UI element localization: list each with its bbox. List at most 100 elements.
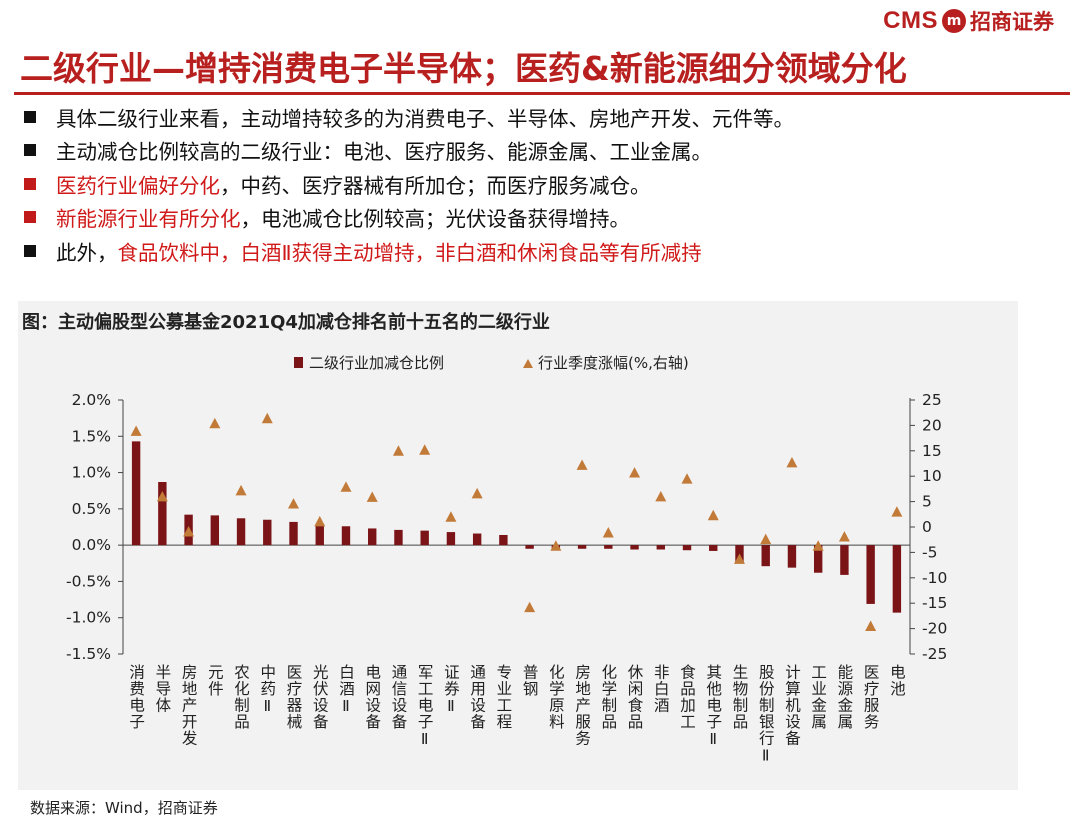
bar-元件 <box>210 515 220 546</box>
point-能源金属 <box>838 531 850 542</box>
bar-通用设备 <box>472 533 482 546</box>
bar-半导体 <box>158 482 167 546</box>
x-axis-category-label: 化学制品 <box>599 664 617 730</box>
right-axis-tick-label: 25 <box>922 391 942 409</box>
right-axis-tick-label: 15 <box>922 442 942 460</box>
right-axis-tick-label: -15 <box>922 594 947 612</box>
bar-普钢 <box>525 545 534 549</box>
bar-电网设备 <box>368 528 377 546</box>
x-axis-category-label: 生物制品 <box>730 664 748 730</box>
point-股份制银行Ⅱ <box>760 533 772 545</box>
x-axis-category-label: 普钢 <box>521 664 539 698</box>
right-axis-tick-label: -5 <box>922 543 937 561</box>
x-axis-category-label: 计算机设备 <box>783 664 801 747</box>
x-axis-category-label: 消费电子 <box>127 664 145 730</box>
x-axis-category-label: 电池 <box>888 664 906 697</box>
x-axis-category-label: 房地产开发 <box>180 664 198 747</box>
left-axis-tick-label: 1.0% <box>72 464 111 482</box>
slide-title: 二级行业—增持消费电子半导体；医药&新能源细分领域分化 <box>20 49 907 88</box>
legend-bar-swatch <box>294 357 303 368</box>
point-通信设备 <box>392 445 404 456</box>
x-axis-category-label: 通信设备 <box>389 664 407 730</box>
x-axis-category-label: 非白酒 <box>652 664 670 714</box>
bar-证券Ⅱ <box>446 532 456 546</box>
point-计算机设备 <box>786 456 798 468</box>
x-axis-category-label: 休闲食品 <box>626 664 644 730</box>
right-axis-tick-label: 0 <box>922 518 932 536</box>
bar-医疗器械 <box>289 521 298 546</box>
right-axis-tick-label: 20 <box>922 416 942 434</box>
bullet-square-icon <box>24 110 36 123</box>
bullet-text: 主动减仓比例较高的二级行业：电池、医疗服务、能源金属、工业金属。 <box>56 140 712 165</box>
x-axis-category-label: 其他电子Ⅱ <box>704 664 722 749</box>
bar-工业金属 <box>813 545 823 573</box>
bullet-square-icon <box>24 144 36 157</box>
x-axis-category-label: 光伏设备 <box>311 664 329 730</box>
point-半导体 <box>156 490 168 502</box>
point-光伏设备 <box>314 515 326 527</box>
right-axis-tick-label: -20 <box>922 620 947 638</box>
bar-中药Ⅱ <box>263 519 272 546</box>
bullet-text: ，中药、医疗器械有所加仓；而医疗服务减仓。 <box>220 173 651 198</box>
bar-化学制品 <box>604 545 613 549</box>
x-axis-category-label: 医疗服务 <box>862 664 880 730</box>
bar-股份制银行Ⅱ <box>761 545 770 567</box>
left-axis-tick-label: 1.5% <box>72 427 111 445</box>
logo-company-name: 招商证券 <box>970 10 1054 34</box>
left-axis-tick-label: 0.0% <box>72 536 111 554</box>
chart-title: 图：主动偏股型公募基金2021Q4加减仓排名前十五名的二级行业 <box>22 312 550 333</box>
x-axis-category-label: 工业金属 <box>809 664 827 730</box>
brand-logo: CMS m 招商证券 <box>883 6 1054 36</box>
left-axis-tick-label: -1.0% <box>66 609 111 627</box>
point-房地产服务 <box>576 459 588 470</box>
bullet-square-icon <box>24 211 36 224</box>
bar-非白酒 <box>656 545 665 550</box>
bullet-square-icon <box>24 177 36 190</box>
bar-休闲食品 <box>630 545 639 550</box>
point-元件 <box>209 417 221 429</box>
x-axis-category-label: 房地产服务 <box>573 664 591 747</box>
point-医疗器械 <box>288 498 300 509</box>
legend-triangle-swatch <box>523 359 533 368</box>
point-非白酒 <box>655 490 667 502</box>
bar-消费电子 <box>131 441 141 546</box>
point-电网设备 <box>366 491 378 502</box>
bullet-square-icon <box>24 244 36 257</box>
bar-通信设备 <box>394 529 403 546</box>
right-axis-tick-label: -25 <box>922 645 947 663</box>
point-军工电子Ⅱ <box>419 444 431 455</box>
bar-其他电子Ⅱ <box>709 545 718 551</box>
bullet-item: 医药行业偏好分化 ，中药、医疗器械有所加仓；而医疗服务减仓。 <box>24 167 1064 201</box>
bullet-item: 具体二级行业来看，主动增持较多的为消费电子、半导体、房地产开发、元件等。 <box>24 100 1064 134</box>
bar-医疗服务 <box>866 545 875 604</box>
bullet-item: 主动减仓比例较高的二级行业：电池、医疗服务、能源金属、工业金属。 <box>24 134 1064 168</box>
bar-专业工程 <box>499 534 508 546</box>
bar-计算机设备 <box>787 545 797 568</box>
x-axis-category-label: 元件 <box>206 664 224 697</box>
bar-农化制品 <box>236 518 246 546</box>
point-化学制品 <box>602 527 614 538</box>
point-证券Ⅱ <box>445 511 457 522</box>
x-axis-category-label: 能源金属 <box>835 664 853 730</box>
point-其他电子Ⅱ <box>707 509 719 521</box>
point-白酒Ⅱ <box>340 481 352 492</box>
x-axis-category-label: 半导体 <box>153 664 171 714</box>
bullet-text: ，电池减仓比例较高；光伏设备获得增持。 <box>240 207 631 232</box>
bar-白酒Ⅱ <box>341 526 351 546</box>
point-化学原料 <box>550 540 562 551</box>
bullet-text: 具体二级行业来看，主动增持较多的为消费电子、半导体、房地产开发、元件等。 <box>56 106 794 131</box>
x-axis-category-label: 医疗器械 <box>285 664 303 730</box>
point-房地产开发 <box>183 526 195 537</box>
x-axis-category-label: 白酒Ⅱ <box>337 664 355 716</box>
x-axis-category-label: 电网设备 <box>363 664 381 730</box>
left-axis-tick-label: -1.5% <box>66 645 111 663</box>
x-axis-category-label: 军工电子Ⅱ <box>416 664 434 749</box>
left-axis-tick-label: -0.5% <box>66 572 111 590</box>
bullet-list: 具体二级行业来看，主动增持较多的为消费电子、半导体、房地产开发、元件等。 主动减仓… <box>24 100 1064 268</box>
point-医疗服务 <box>865 620 877 631</box>
bar-光伏设备 <box>315 524 324 546</box>
x-axis-category-label: 化学原料 <box>547 664 565 730</box>
bar-食品加工 <box>682 545 692 551</box>
bullet-highlight-text: 食品饮料中，白酒Ⅱ获得主动增持，非白酒和休闲食品等有所减持 <box>117 240 702 265</box>
